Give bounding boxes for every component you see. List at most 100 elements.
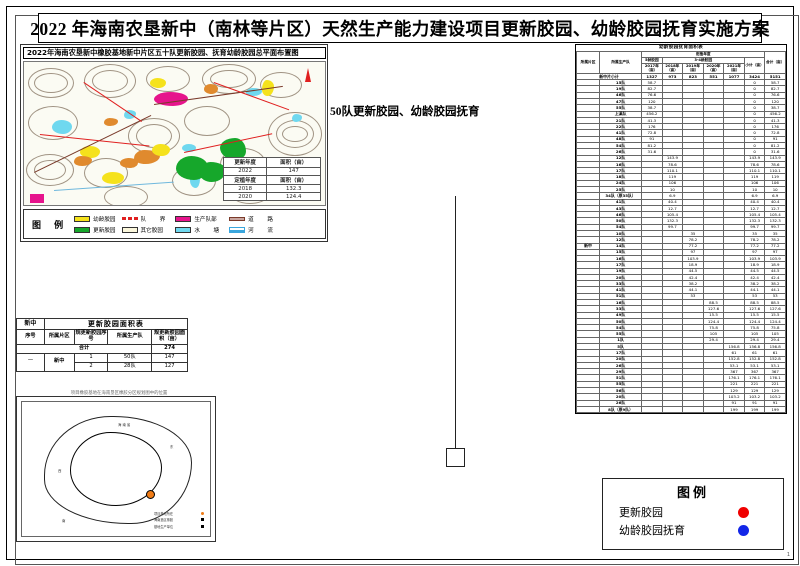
- inset-td-year-2020: 2020: [222, 192, 268, 201]
- inset-map-panel[interactable]: 2022年海南农垦新中橡胶基地新中片区五十队更新胶园、抚育幼龄胶园总平面布置图: [20, 44, 328, 242]
- black-square-icon: [201, 518, 204, 521]
- contour-line: [260, 72, 302, 98]
- table-row: 26队 91 91 91: [575, 399, 786, 407]
- inset-legend-item-boundary: 队 界: [121, 215, 170, 223]
- inset-map-title: 2022年海南农垦新中橡胶基地新中片区五十队更新胶园、抚育幼龄胶园总平面布置图: [27, 48, 299, 57]
- area-total-value: 274: [151, 343, 188, 354]
- inset-young-plantation: [80, 146, 100, 158]
- area-table-title: 更新胶园面积表: [43, 317, 189, 331]
- callout-highlight-box: [446, 448, 465, 467]
- rt-cell-y2017: [641, 405, 663, 414]
- rt-th-team: 所属生产队: [599, 50, 643, 74]
- inset-young-plantation: [104, 118, 118, 126]
- inset-th-area-2: 面积（亩）: [266, 174, 321, 186]
- area-th-zone: 所属片区: [43, 329, 75, 345]
- table-row: 54队 81.2 0 81.2: [575, 141, 786, 150]
- table-row: 12队 78.2 78.2 78.2: [575, 236, 786, 244]
- area-table-corner: 新中: [16, 317, 45, 331]
- project-location-marker[interactable]: [146, 490, 155, 499]
- locator-caption: 项目橡胶基地在海南垦区橡胶分区规划图中的位置: [70, 391, 168, 396]
- other-plantation-swatch-icon: [121, 226, 138, 233]
- rt-title: 幼龄胶园抚育面积表: [576, 45, 786, 53]
- locator-place-label: 海 南 省: [118, 423, 131, 427]
- area-row-no: 2: [73, 361, 109, 372]
- north-arrow-icon: [305, 68, 311, 82]
- team-boundary-line-icon: [121, 217, 138, 220]
- table-row: 20队 103.2 103.2 103.2: [575, 393, 786, 401]
- rt-cell-y2019: [682, 405, 704, 414]
- rt-cell-y2021: 199: [723, 405, 745, 414]
- inset-young-plantation: [204, 84, 218, 94]
- area-th-team: 所属生产队: [107, 329, 153, 345]
- area-th-area: 规更新胶园面积（亩）: [151, 329, 188, 345]
- rt-th-y2019: 2019年（亩）: [682, 63, 704, 74]
- inset-map-title-bar: 2022年海南农垦新中橡胶基地新中片区五十队更新胶园、抚育幼龄胶园总平面布置图: [23, 47, 326, 59]
- inset-young-plantation: [152, 144, 170, 156]
- table-row: 8队（原9队） 199 199 199: [575, 405, 786, 414]
- inset-map-canvas[interactable]: 更新年度 面积（亩） 2022 147 定植年度 面积（亩） 2018 132.…: [23, 61, 326, 206]
- contour-line: [104, 186, 148, 205]
- inset-young-plantation: [74, 156, 92, 166]
- rt-th-y2020: 2020年（亩）: [702, 63, 725, 74]
- inset-legend-item-other: 其它胶园: [121, 226, 170, 234]
- map-title-box: 2022 年海南农垦新中（南林等片区）天然生产能力建设项目更新胶园、幼龄胶园抚育…: [30, 13, 769, 43]
- inset-td-area-2020: 124.4: [266, 192, 321, 201]
- map-title: 2022 年海南农垦新中（南林等片区）天然生产能力建设项目更新胶园、幼龄胶园抚育…: [30, 18, 770, 39]
- red-dot-icon: [738, 506, 749, 518]
- area-th-no: 序号: [16, 329, 45, 345]
- locator-inset-panel[interactable]: 海 南 省 东 西 南 项目基地所在 海南垦区橡胶 基地生产单位: [16, 396, 216, 542]
- inset-td-year-2022: 2022: [222, 166, 268, 176]
- table-row: 34队（原35队） 6.9 6.9 6.9: [575, 192, 786, 200]
- inset-young-plantation: [150, 78, 166, 88]
- contour-line: [28, 68, 74, 98]
- area-group-index: 一: [16, 352, 45, 372]
- table-row: 47队 120 0 120: [575, 98, 786, 106]
- inset-pond-4: [246, 88, 262, 96]
- locator-legend-row: 海南垦区橡胶: [154, 517, 204, 522]
- rt-th-planting-group: 定植年度: [641, 50, 766, 59]
- inset-legend-label-hq: 生产队部: [194, 216, 217, 223]
- inset-legend-item-pond: 水 塘: [175, 226, 223, 234]
- inset-pond-3: [182, 144, 196, 152]
- legend-item-renewal: 更新胶园: [603, 503, 783, 521]
- legend-label-nursing: 幼龄胶园抚育: [619, 525, 685, 537]
- inset-young-plantation: [102, 172, 124, 184]
- locator-legend: 项目基地所在 海南垦区橡胶 基地生产单位: [154, 511, 204, 531]
- renewal-area-table-panel: 新中 更新胶园面积表 序号 所属片区 规更新胶园序号 所属生产队 规更新胶园面积…: [15, 317, 189, 372]
- area-row-area: 127: [151, 361, 188, 372]
- contour-line: [282, 126, 308, 142]
- callout-leader-line: [455, 196, 456, 448]
- rt-th-y2021: 2021年（亩）: [723, 63, 745, 74]
- area-row-team: 50队: [107, 352, 153, 363]
- legend-label-renewal: 更新胶园: [619, 507, 663, 519]
- table-row: 18队 119 119 119: [575, 173, 786, 181]
- contour-line: [146, 66, 190, 92]
- page-number: 1: [786, 552, 790, 558]
- rt-cell-team: 8队（原9队）: [599, 405, 643, 414]
- locator-legend-label-2: 基地生产单位: [154, 524, 174, 529]
- table-row: 2 28队 127: [17, 361, 188, 372]
- table-row: 25队 10 10 10: [575, 185, 786, 194]
- table-row: 33队 38.2 38.2 38.2: [575, 280, 786, 288]
- inset-th-renew-year: 更新年度: [222, 157, 268, 168]
- nursing-area-table-panel[interactable]: 幼龄胶园抚育面积表 所属片区 所属生产队 定植年度 合计（亩） 5龄胶园 3-4…: [575, 44, 787, 415]
- inset-pond-6: [292, 114, 302, 122]
- inset-team-hq-2: [30, 194, 44, 203]
- table-row: 20队 152.8 152.8 152.8: [575, 355, 786, 363]
- contour-line: [34, 73, 68, 93]
- locator-inset-canvas: 海 南 省 东 西 南 项目基地所在 海南垦区橡胶 基地生产单位: [21, 401, 211, 537]
- table-row: 41队 40.4 40.4 40.4: [575, 198, 786, 206]
- inset-legend-title: 图 例: [32, 220, 69, 231]
- legend-item-nursing: 幼龄胶园抚育: [603, 521, 783, 539]
- contour-line: [26, 154, 74, 186]
- inset-legend-label-road: 道 路: [248, 216, 277, 223]
- inset-legend-label-young: 幼龄胶园: [93, 216, 116, 223]
- area-group-zone: 新中: [43, 352, 75, 372]
- pond-swatch-icon: [175, 226, 192, 233]
- rt-th-area: 所属片区: [575, 50, 601, 74]
- rt-cell-total: 199: [764, 405, 786, 414]
- inset-renewal-plantation: [200, 162, 226, 182]
- black-square-icon: [201, 524, 204, 528]
- inset-legend-item-road: 道 路: [229, 215, 277, 223]
